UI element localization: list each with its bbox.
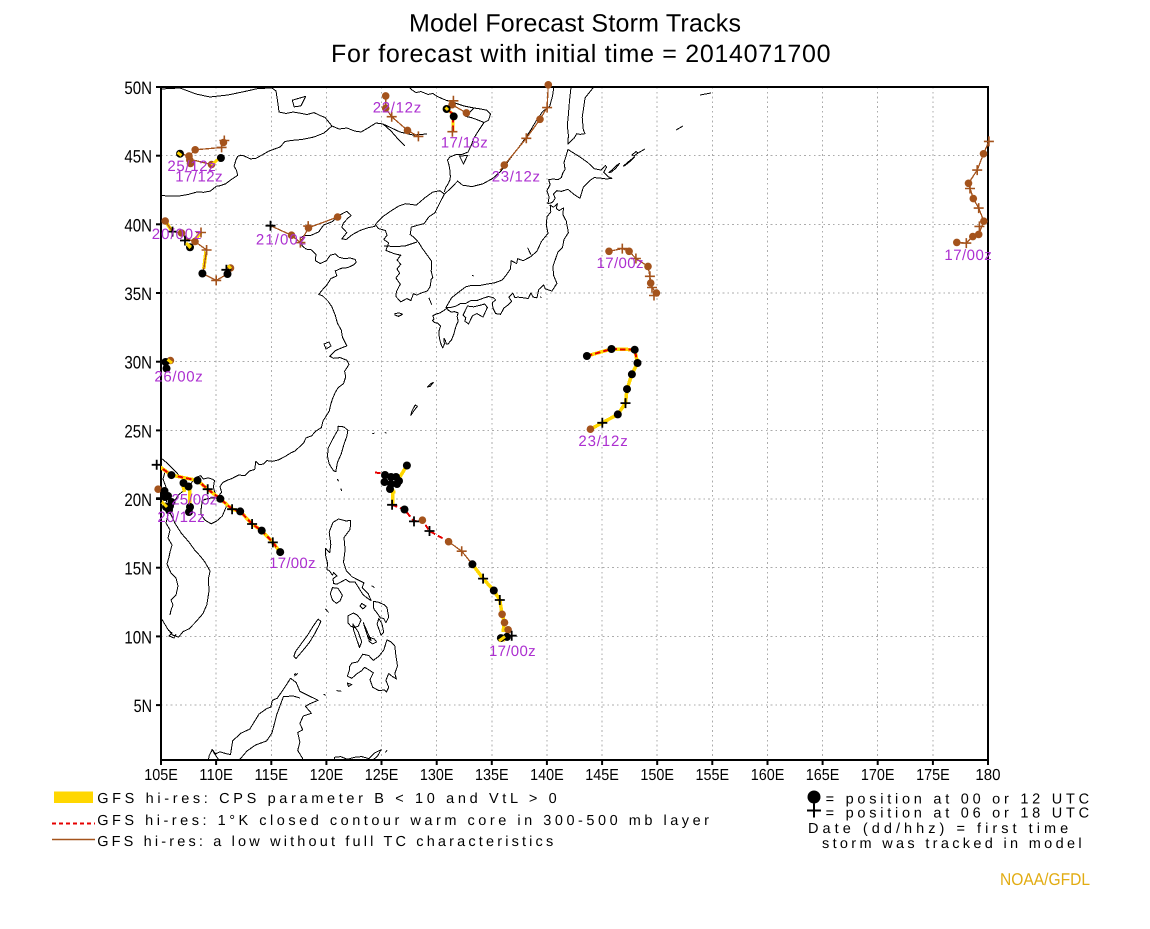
svg-text:165E: 165E — [806, 767, 840, 784]
svg-text:25/00z: 25/00z — [171, 492, 217, 509]
svg-text:40N: 40N — [124, 215, 152, 235]
svg-text:35N: 35N — [124, 284, 152, 304]
svg-text:15N: 15N — [124, 559, 152, 579]
svg-text:110E: 110E — [199, 767, 233, 784]
svg-text:145E: 145E — [585, 767, 619, 784]
svg-text:GFS hi-res: CPS parameter B <: GFS hi-res: CPS parameter B < 10 and VtL… — [97, 791, 557, 807]
svg-text:26/00z: 26/00z — [154, 369, 202, 386]
svg-text:For forecast with initial time: For forecast with initial time = 2014071… — [331, 40, 831, 68]
svg-text:140E: 140E — [530, 767, 564, 784]
svg-text:25N: 25N — [124, 421, 152, 441]
svg-text:17/00z: 17/00z — [944, 247, 991, 264]
svg-text:170E: 170E — [861, 767, 895, 784]
svg-text:20N: 20N — [124, 490, 152, 510]
svg-text:50N: 50N — [124, 78, 152, 98]
svg-text:155E: 155E — [696, 767, 730, 784]
svg-text:105E: 105E — [144, 767, 178, 784]
svg-text:17/12z: 17/12z — [175, 169, 222, 186]
svg-text:30N: 30N — [124, 353, 152, 373]
svg-text:21/00z: 21/00z — [256, 232, 306, 249]
svg-text:175E: 175E — [916, 767, 950, 784]
svg-text:20/00z: 20/00z — [152, 226, 202, 243]
svg-text:115E: 115E — [255, 767, 289, 784]
svg-text:180: 180 — [975, 767, 1000, 784]
svg-text:storm was tracked in model: storm was tracked in model — [822, 836, 1082, 852]
svg-text:17/00z: 17/00z — [269, 555, 315, 572]
svg-text:135E: 135E — [475, 767, 509, 784]
svg-text:20/12z: 20/12z — [157, 509, 204, 526]
svg-text:45N: 45N — [124, 147, 152, 167]
svg-text:23/12z: 23/12z — [578, 433, 627, 450]
svg-text:23/12z: 23/12z — [492, 169, 540, 186]
svg-text:NOAA/GFDL: NOAA/GFDL — [1000, 870, 1090, 889]
svg-text:125E: 125E — [365, 767, 399, 784]
svg-text:22/12z: 22/12z — [373, 100, 422, 117]
svg-text:17/18z: 17/18z — [441, 134, 488, 151]
svg-text:17/00z: 17/00z — [597, 255, 644, 272]
svg-text:17/00z: 17/00z — [489, 643, 536, 660]
svg-text:10N: 10N — [124, 627, 152, 647]
svg-text:150E: 150E — [640, 767, 674, 784]
svg-text:160E: 160E — [751, 767, 785, 784]
svg-text:120E: 120E — [310, 767, 344, 784]
svg-text:Model Forecast Storm Tracks: Model Forecast Storm Tracks — [409, 10, 741, 38]
svg-text:5N: 5N — [134, 696, 152, 716]
svg-text:130E: 130E — [420, 767, 454, 784]
svg-text:25/12z: 25/12z — [167, 158, 215, 175]
